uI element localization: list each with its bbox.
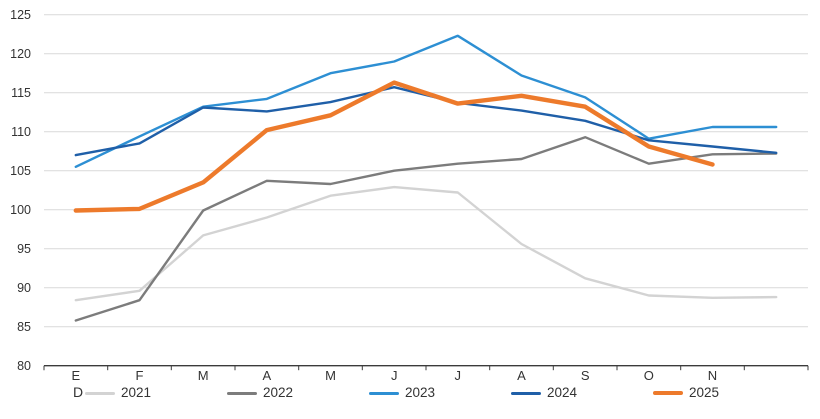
legend-label-2024: 2024	[547, 385, 578, 400]
y-axis-tick-label: 105	[10, 164, 31, 178]
y-axis-tick-label: 90	[17, 281, 31, 295]
y-axis-tick-label: 115	[11, 86, 31, 100]
x-axis-tick-label: S	[581, 368, 590, 383]
y-axis-tick-label: 110	[11, 125, 31, 139]
x-axis-tick-label: O	[644, 368, 654, 383]
x-axis-tick-label: F	[136, 368, 144, 383]
legend-line-sample-2025	[653, 390, 683, 396]
y-axis-tick-label: 125	[10, 8, 31, 22]
y-axis-tick-label: 120	[10, 47, 31, 61]
y-axis-tick-label: 95	[17, 242, 31, 256]
x-axis-wrapped-december-label: D	[72, 384, 84, 400]
series-line-2024	[74, 85, 778, 157]
x-axis-tick-label: J	[455, 368, 462, 383]
legend-item-2024: 2024	[511, 384, 653, 402]
x-axis-tick-label: M	[198, 368, 209, 383]
x-axis-tick-label: N	[708, 368, 717, 383]
series-line-2025	[73, 80, 715, 213]
series-line-2023	[74, 34, 778, 169]
series-line-2022	[74, 135, 778, 322]
legend-label-2021: 2021	[121, 385, 152, 400]
x-axis-tick-label: E	[71, 368, 80, 383]
legend-item-2025: 2025	[653, 384, 795, 402]
legend-line-sample-2024	[511, 391, 541, 395]
x-axis-tick-label: M	[325, 368, 336, 383]
x-axis-tick-label: A	[262, 368, 271, 383]
legend-label-2022: 2022	[263, 385, 294, 400]
series-line-2021	[74, 185, 778, 302]
legend-label-2023: 2023	[405, 385, 436, 400]
legend-line-sample-2021	[85, 391, 115, 395]
x-axis-tick-label: A	[517, 368, 526, 383]
legend: 2021 2022 2023 2024 2025	[0, 384, 820, 402]
x-axis-tick-label: J	[391, 368, 398, 383]
legend-label-2025: 2025	[689, 385, 720, 400]
legend-item-2022: 2022	[227, 384, 369, 402]
legend-line-sample-2022	[227, 391, 257, 395]
legend-item-2023: 2023	[369, 384, 511, 402]
legend-line-sample-2023	[369, 391, 399, 395]
y-axis-tick-label: 100	[10, 203, 31, 217]
legend-item-2021: 2021	[85, 384, 227, 402]
y-axis-tick-label: 80	[17, 359, 31, 373]
y-axis-tick-label: 85	[17, 320, 31, 334]
